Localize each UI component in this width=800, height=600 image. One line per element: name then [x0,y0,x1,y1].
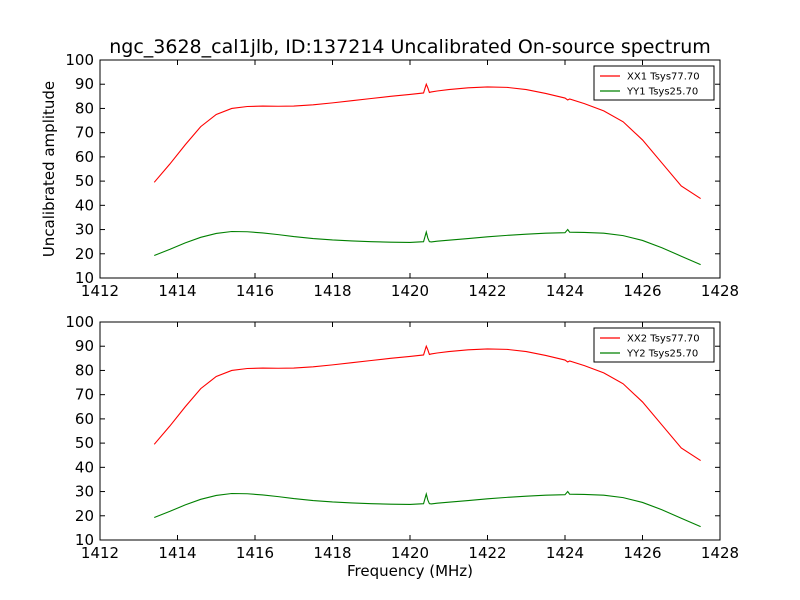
legend-box [593,65,715,101]
y-tick-label: 80 [75,361,94,379]
x-tick-label: 1428 [701,282,739,300]
x-tick-label: 1418 [313,544,351,562]
y-tick-label: 60 [75,410,94,428]
y-tick-label: 30 [75,483,94,501]
y-tick-label: 40 [75,196,94,214]
x-tick-label: 1414 [158,282,196,300]
y-tick-label: 10 [75,269,94,287]
legend-entry: XX2 Tsys77.70 [627,334,700,345]
y-tick-label: 40 [75,458,94,476]
x-tick-label: 1426 [623,544,661,562]
x-tick-label: 1424 [546,282,584,300]
y-tick-label: 70 [75,386,94,404]
bottom-spectrum-panel: 1412 1414 1416 1418 1420 1422 1424 1426 1428 10 20… [65,313,739,562]
y-tick-label: 10 [75,531,94,549]
x-tick-label: 1414 [158,544,196,562]
x-tick-label: 1422 [468,544,506,562]
x-tick-label: 1416 [236,544,274,562]
x-tick-label: 1420 [391,544,429,562]
y-tick-label: 100 [65,51,94,69]
series-line-0 [153,82,701,200]
x-tick-label: 1412 [81,544,119,562]
y-tick-label: 20 [75,507,94,525]
y-tick-label: 60 [75,148,94,166]
x-tick-label: 1416 [236,282,274,300]
x-axis-label: Frequency (MHz) [347,562,473,580]
series-line-1 [154,228,701,266]
legend-box [593,327,715,363]
top-spectrum-panel: 1412 1414 1416 1418 1420 1422 1424 1426 1428 10 20… [65,51,739,300]
legend-entry: YY2 Tsys25.70 [626,349,698,360]
x-tick-label: 1412 [81,282,119,300]
y-tick-label: 50 [75,172,94,190]
y-tick-label: 50 [75,434,94,452]
series-line-1 [154,490,701,528]
legend-entry: XX1 Tsys77.70 [627,72,700,83]
series-line-0 [153,344,701,462]
y-tick-label: 90 [75,75,94,93]
x-tick-label: 1428 [701,544,739,562]
figure-title: ngc_3628_cal1jlb, ID:137214 Uncalibrated… [109,36,711,58]
x-tick-label: 1424 [546,544,584,562]
legend: XX1 Tsys77.70 YY1 Tsys25.70 [593,65,715,101]
legend-entry: YY1 Tsys25.70 [626,87,698,98]
legend: XX2 Tsys77.70 YY2 Tsys25.70 [593,327,715,363]
y-tick-label: 70 [75,124,94,142]
x-tick-label: 1426 [623,282,661,300]
x-tick-label: 1418 [313,282,351,300]
x-tick-label: 1420 [391,282,429,300]
y-tick-label: 20 [75,245,94,263]
y-tick-label: 90 [75,337,94,355]
x-tick-label: 1422 [468,282,506,300]
y-axis-label: Uncalibrated amplitude [40,81,58,257]
y-tick-label: 30 [75,221,94,239]
y-tick-label: 80 [75,99,94,117]
y-tick-label: 100 [65,313,94,331]
